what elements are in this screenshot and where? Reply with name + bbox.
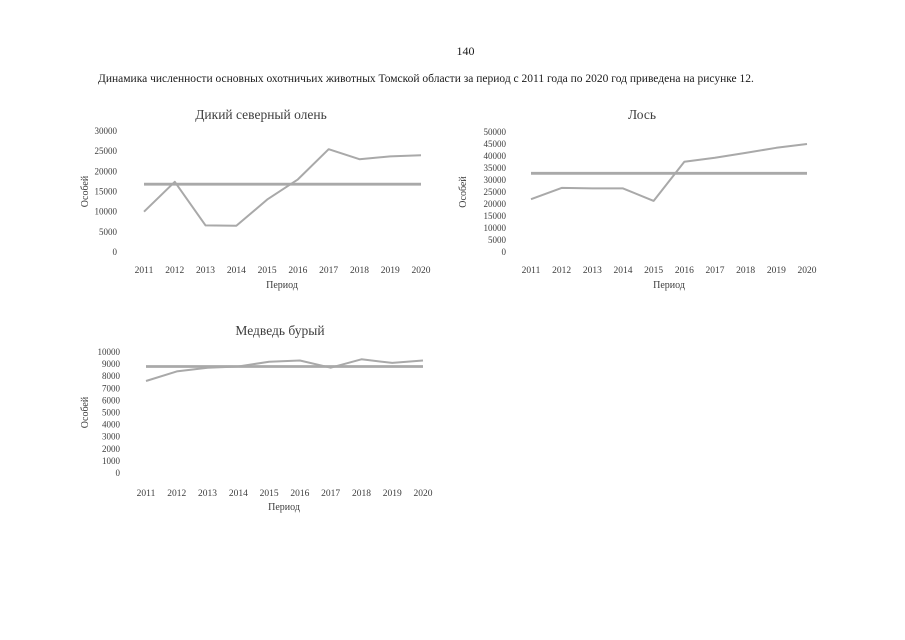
x-tick-label: 2020: [798, 266, 817, 276]
chart-moose: Лось Особей 50000 45000 40000 35000 30000 25000…: [450, 100, 835, 305]
x-axis-title: Период: [266, 280, 298, 291]
chart-title: Медведь бурый: [235, 323, 324, 338]
x-tick-label: 2016: [288, 266, 307, 276]
x-tick-label: 2014: [614, 266, 633, 276]
x-tick-label: 2012: [165, 266, 184, 276]
x-tick-label: 2018: [736, 266, 755, 276]
y-tick-label: 10000: [484, 223, 507, 233]
y-tick-label: 5000: [488, 235, 507, 245]
y-tick-label: 30000: [95, 126, 118, 136]
y-tick-label: 20000: [484, 199, 507, 209]
y-axis-title: Особей: [458, 176, 469, 208]
x-tick-label: 2016: [290, 489, 309, 499]
x-tick-label: 2018: [350, 266, 369, 276]
y-tick-label: 15000: [95, 187, 118, 197]
y-tick-label: 5000: [99, 227, 118, 237]
x-tick-label: 2012: [167, 489, 186, 499]
y-tick-label: 3000: [102, 432, 121, 442]
data-line: [143, 148, 422, 227]
x-tick-label: 2013: [196, 266, 215, 276]
y-tick-label: 30000: [484, 175, 507, 185]
chart-title: Дикий северный олень: [195, 107, 327, 122]
data-line: [530, 143, 808, 202]
y-tick-label: 5000: [102, 408, 121, 418]
y-tick-label: 10000: [95, 207, 118, 217]
y-tick-label: 0: [502, 247, 507, 257]
page-number: 140: [456, 44, 475, 58]
x-axis-title: Период: [653, 280, 685, 291]
y-tick-label: 4000: [102, 420, 121, 430]
x-tick-label: 2014: [229, 489, 248, 499]
y-tick-label: 45000: [484, 139, 507, 149]
y-tick-label: 50000: [484, 127, 507, 137]
x-tick-label: 2011: [135, 266, 154, 276]
x-tick-label: 2015: [260, 489, 279, 499]
y-tick-label: 9000: [102, 359, 121, 369]
x-tick-label: 2013: [583, 266, 602, 276]
x-tick-label: 2019: [381, 266, 400, 276]
chart-title: Лось: [628, 107, 656, 122]
y-tick-label: 0: [116, 468, 121, 478]
y-tick-label: 20000: [95, 166, 118, 176]
x-tick-label: 2017: [319, 266, 338, 276]
y-tick-label: 40000: [484, 151, 507, 161]
x-tick-label: 2020: [412, 266, 431, 276]
x-tick-label: 2019: [767, 266, 786, 276]
x-tick-label: 2014: [227, 266, 246, 276]
x-tick-label: 2020: [414, 489, 433, 499]
x-tick-label: 2017: [706, 266, 725, 276]
chart-wild-reindeer: Дикий северный олень Особей 30000 25000 2000…: [80, 100, 442, 305]
y-axis-title: Особей: [80, 175, 91, 207]
line-chart-canvas: ЛосьОсобей500004500040000350003000025000…: [458, 107, 817, 291]
x-tick-label: 2019: [383, 489, 402, 499]
y-tick-label: 35000: [484, 163, 507, 173]
intro-paragraph: Динамика численности основных охотничьих…: [98, 73, 754, 85]
x-tick-label: 2011: [137, 489, 156, 499]
x-tick-label: 2011: [522, 266, 541, 276]
y-tick-label: 8000: [102, 371, 121, 381]
line-chart-canvas: Медведь бурыйОсобей100009000800070006000…: [80, 323, 433, 513]
chart-brown-bear: Медведь бурый Особей 10000 9000 8000 7000 6000…: [80, 318, 460, 528]
y-tick-label: 0: [113, 247, 118, 257]
x-tick-label: 2018: [352, 489, 371, 499]
data-line: [145, 358, 424, 382]
y-tick-label: 1000: [102, 456, 121, 466]
y-tick-label: 25000: [95, 146, 118, 156]
line-chart-canvas: Дикий северный олень Особей 30000 25000 2000…: [80, 107, 431, 291]
x-tick-label: 2013: [198, 489, 217, 499]
x-tick-label: 2015: [258, 266, 277, 276]
y-tick-label: 6000: [102, 395, 121, 405]
x-tick-label: 2012: [552, 266, 571, 276]
x-axis-title: Период: [268, 502, 300, 513]
y-axis-title: Особей: [80, 396, 91, 428]
x-tick-label: 2017: [321, 489, 340, 499]
x-tick-label: 2016: [675, 266, 694, 276]
y-tick-label: 15000: [484, 211, 507, 221]
x-tick-label: 2015: [644, 266, 663, 276]
y-tick-label: 2000: [102, 444, 121, 454]
y-tick-label: 7000: [102, 383, 121, 393]
y-tick-label: 10000: [98, 347, 121, 357]
y-tick-label: 25000: [484, 187, 507, 197]
